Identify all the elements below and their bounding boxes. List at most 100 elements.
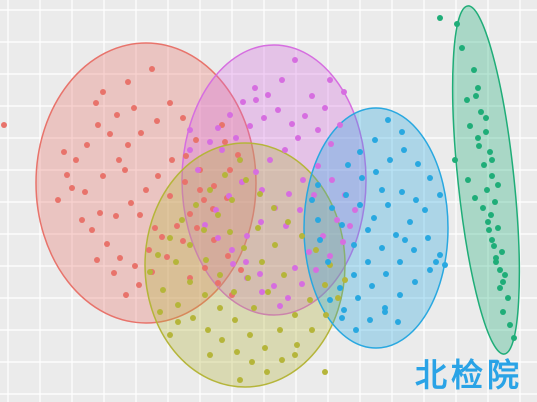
data-point-cluster-5 [499,249,505,255]
data-point-cluster-4 [401,147,407,153]
data-point-cluster-2 [327,77,333,83]
data-point-cluster-5 [459,45,465,51]
data-point-cluster-2 [285,295,291,301]
data-point-cluster-1 [167,193,173,199]
data-point-cluster-2 [233,135,239,141]
data-point-cluster-3 [232,317,238,323]
data-point-cluster-3 [155,252,161,258]
data-point-cluster-4 [385,117,391,123]
data-point-cluster-4 [399,189,405,195]
data-point-cluster-4 [345,162,351,168]
data-point-cluster-2 [297,207,303,213]
data-point-cluster-1 [100,89,106,95]
data-point-cluster-5 [472,195,478,201]
data-point-cluster-2 [240,99,246,105]
data-point-cluster-2 [265,92,271,98]
data-point-cluster-2 [282,147,288,153]
data-point-cluster-5 [489,237,495,243]
data-point-cluster-5 [495,182,501,188]
data-point-cluster-5 [491,243,497,249]
data-point-cluster-3 [167,235,173,241]
data-point-cluster-2 [277,303,283,309]
data-point-cluster-5 [497,285,503,291]
data-point-cluster-4 [397,292,403,298]
data-point-cluster-4 [413,197,419,203]
data-point-cluster-2 [340,239,346,245]
data-point-cluster-3 [205,327,211,333]
data-point-cluster-3 [309,327,315,333]
data-point-cluster-2 [292,265,298,271]
data-point-cluster-1 [122,167,128,173]
data-point-cluster-3 [160,287,166,293]
data-point-cluster-1 [114,112,120,118]
data-point-cluster-1 [211,183,217,189]
data-point-cluster-2 [352,207,358,213]
data-point-cluster-1 [125,142,131,148]
data-point-cluster-1 [197,187,203,193]
data-point-cluster-1 [61,149,67,155]
data-point-cluster-2 [300,177,306,183]
data-point-cluster-5 [475,135,481,141]
data-point-cluster-2 [313,267,319,273]
data-point-cluster-4 [393,232,399,238]
data-point-cluster-4 [341,307,347,313]
data-point-cluster-1 [117,255,123,261]
data-point-cluster-4 [329,205,335,211]
data-point-cluster-1 [143,187,149,193]
data-point-cluster-4 [351,242,357,248]
data-point-cluster-5 [487,149,493,155]
data-point-cluster-4 [379,187,385,193]
data-point-cluster-1 [125,79,131,85]
data-point-cluster-3 [167,332,173,338]
data-point-cluster-2 [195,167,201,173]
data-point-cluster-2 [299,281,305,287]
data-point-cluster-2 [247,123,253,129]
cluster-ellipse-2 [181,44,367,316]
data-point-cluster-3 [187,279,193,285]
data-point-cluster-1 [169,157,175,163]
data-point-cluster-3 [229,197,235,203]
data-point-cluster-5 [476,143,482,149]
data-point-cluster-1 [193,137,199,143]
data-point-cluster-1 [55,197,61,203]
data-point-cluster-1 [225,253,231,259]
data-point-cluster-3 [241,245,247,251]
data-point-cluster-5 [483,129,489,135]
data-point-cluster-5 [492,199,498,205]
data-point-cluster-5 [500,309,506,315]
data-point-cluster-1 [194,225,200,231]
data-point-cluster-5 [475,85,481,91]
data-point-cluster-3 [237,157,243,163]
data-point-cluster-4 [415,161,421,167]
data-point-cluster-4 [382,309,388,315]
data-point-cluster-2 [243,259,249,265]
data-point-cluster-4 [373,169,379,175]
data-point-cluster-4 [325,259,331,265]
data-point-cluster-3 [272,242,278,248]
data-point-cluster-1 [146,247,152,253]
data-point-cluster-3 [299,233,305,239]
data-point-cluster-1 [100,173,106,179]
data-point-cluster-2 [253,169,259,175]
data-point-cluster-1 [167,100,173,106]
data-point-cluster-4 [422,207,428,213]
data-point-cluster-1 [84,142,90,148]
data-point-cluster-1 [97,210,103,216]
data-point-cluster-3 [243,177,249,183]
data-point-cluster-3 [294,342,300,348]
data-point-cluster-3 [175,302,181,308]
data-point-cluster-3 [207,187,213,193]
data-point-cluster-2 [337,122,343,128]
data-point-cluster-4 [402,237,408,243]
data-point-cluster-4 [317,237,323,243]
data-point-cluster-3 [217,305,223,311]
data-point-cluster-3 [234,349,240,355]
data-point-cluster-2 [328,141,334,147]
data-point-cluster-5 [481,162,487,168]
data-point-cluster-1 [79,217,85,223]
data-point-cluster-4 [339,222,345,228]
data-point-cluster-5 [480,205,486,211]
cluster-ellipse-4 [303,107,449,349]
data-point-cluster-3 [173,259,179,265]
data-point-cluster-4 [351,272,357,278]
